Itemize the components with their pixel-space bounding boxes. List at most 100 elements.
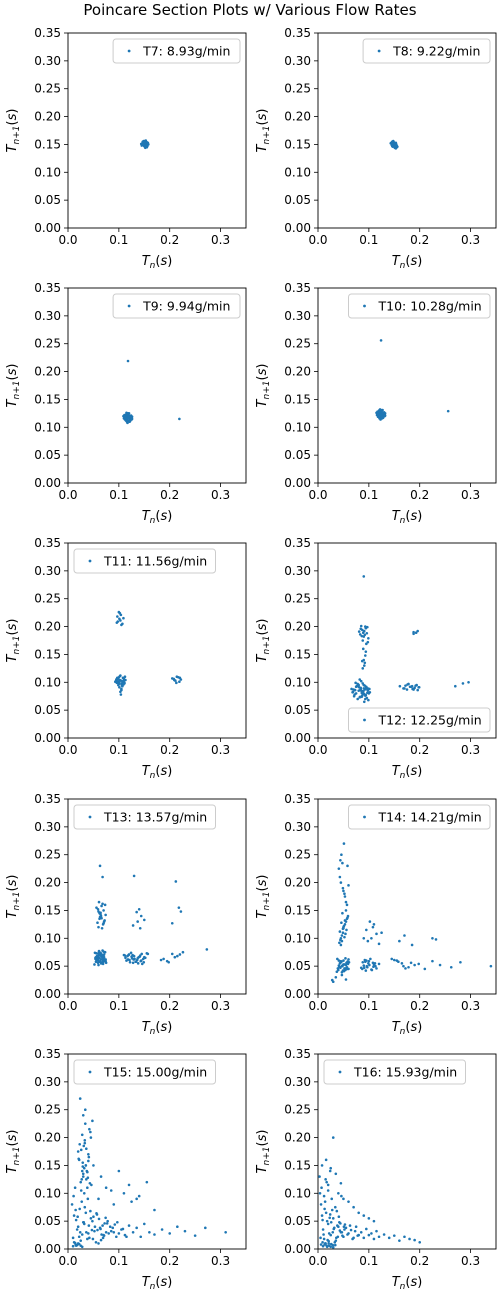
data-point [141,957,145,961]
data-point [100,962,103,965]
legend-label: T14: 14.21g/min [378,810,482,825]
data-point [353,688,357,692]
data-point [320,1214,324,1217]
data-point [342,959,345,962]
data-point [123,681,126,685]
data-point [172,678,176,682]
data-point [449,965,453,969]
x-tick-label: 0.1 [359,743,378,757]
x-tick-label: 0.0 [308,233,327,247]
data-point [320,1164,324,1167]
data-point [334,975,338,979]
x-tick-label: 0.2 [410,488,429,502]
x-axis-label: Tn(s) [142,764,173,781]
data-point [377,962,381,966]
data-point [377,412,380,416]
data-point [115,1235,118,1239]
data-point [144,956,147,960]
data-point [361,682,365,685]
legend-box [348,707,491,733]
data-point [431,936,434,940]
data-point [82,1191,86,1195]
data-point [390,144,394,148]
data-point [335,1209,339,1213]
data-point [337,867,341,870]
x-tick-label: 0.3 [461,743,480,757]
x-tick-label: 0.1 [359,233,378,247]
x-tick-label: 0.1 [109,1254,128,1268]
x-tick-label: 0.0 [308,743,327,757]
data-point [341,886,345,890]
y-tick-label: 0.00 [284,731,311,745]
plot-frame [67,287,247,484]
data-point [85,1230,88,1234]
x-tick-label: 0.1 [359,1254,378,1268]
data-point [183,1229,187,1233]
data-point [123,954,127,957]
data-point [92,1215,95,1218]
data-point [380,931,383,935]
legend-marker [363,815,366,819]
y-tick-label: 0.05 [34,959,61,973]
data-point [85,1147,88,1151]
data-point [76,1225,80,1229]
data-point [362,1214,366,1217]
data-point [117,682,121,686]
data-point [365,642,368,646]
data-point [363,684,367,687]
data-point [329,1166,333,1170]
data-point [417,686,421,689]
data-point [131,1230,135,1234]
data-point [121,680,124,684]
data-point [89,1130,92,1134]
data-point [176,1225,179,1229]
data-point [179,910,183,913]
data-point [365,1227,368,1231]
data-point [89,1136,93,1139]
data-point [95,952,98,955]
data-point [323,1207,326,1211]
data-point [367,959,371,963]
legend-box [348,804,491,830]
data-point [410,943,414,947]
data-point [102,1234,106,1237]
x-tick-label: 0.0 [308,488,327,502]
data-point [357,683,360,687]
data-point [321,1218,324,1222]
y-tick-label: 0.15 [284,903,311,917]
data-point [381,411,384,415]
legend-label: T13: 13.57g/min [103,810,207,825]
data-point [78,1207,81,1211]
y-tick-label: 0.00 [34,1242,61,1256]
data-point [131,924,135,927]
data-point [387,1236,391,1240]
x-tick-label: 0.2 [410,743,429,757]
legend-marker [88,1070,92,1074]
data-point [410,684,414,688]
data-point [120,623,123,627]
data-point [78,1142,81,1146]
data-point [331,1217,335,1220]
x-axis-label: Tn(s) [142,254,173,271]
x-tick-label: 0.1 [109,743,128,757]
data-point [343,1223,347,1226]
legend-box [362,38,491,64]
data-point [351,690,355,694]
data-point [341,911,344,915]
data-point [337,1215,341,1218]
series-points [318,1136,422,1249]
data-point [94,956,97,960]
data-point [71,1236,75,1240]
data-point [360,634,364,638]
data-point [363,661,367,665]
x-axis-label: Tn(s) [392,1020,423,1037]
y-tick-label: 0.35 [34,26,61,40]
data-point [87,1155,91,1159]
data-point [405,688,409,691]
y-tick-label: 0.05 [284,1214,311,1228]
data-point [98,953,101,957]
data-point [80,1233,84,1236]
legend-label: T7: 8.93g/min [142,44,230,59]
data-point [413,963,416,967]
y-tick-label: 0.25 [34,848,61,862]
